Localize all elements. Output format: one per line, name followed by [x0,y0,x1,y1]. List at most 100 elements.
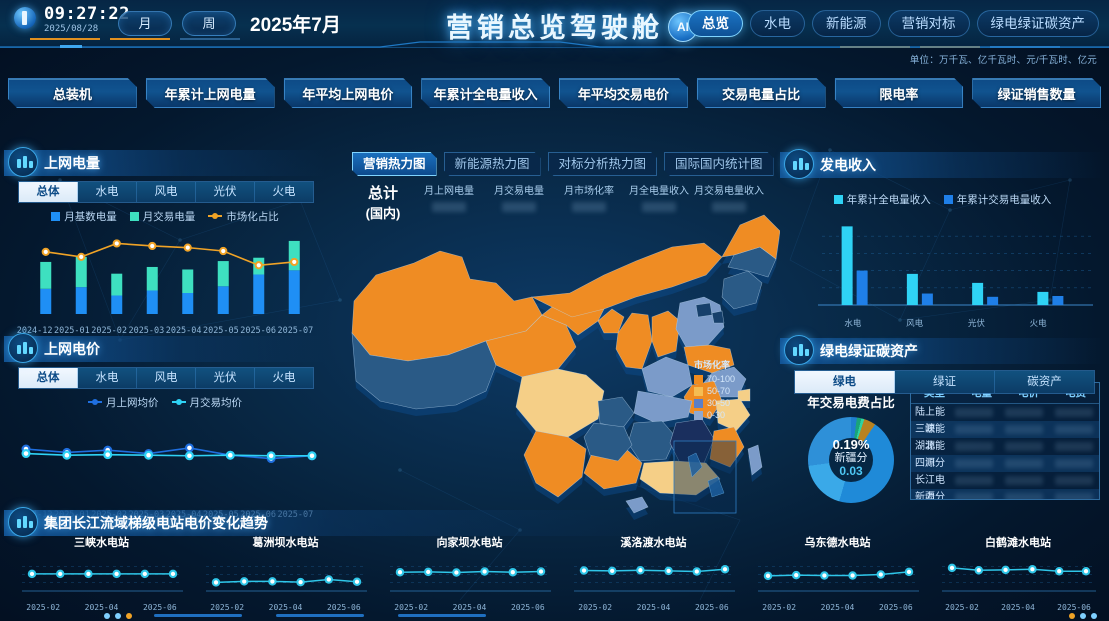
map-region-sichuan[interactable] [515,368,605,438]
tab-thermal[interactable]: 火电 [255,368,313,388]
cell-volume [955,459,993,468]
tab-overall[interactable]: 总体 [19,368,78,388]
map-region-guangdong[interactable] [639,460,721,496]
table-row[interactable]: 四川分 [911,455,1099,472]
axis-tick: 2025-07 [277,326,314,336]
tab-wind[interactable]: 风电 [137,182,196,202]
legend-label: 月基数电量 [64,211,117,223]
station-chart-sanxia: 三峡水电站 2025-02 2025-04 2025-06 [14,534,189,612]
axis-tick: 2025-06 [326,603,361,612]
kpi-avg-trade-price[interactable]: 年平均交易电价 [559,78,688,108]
kpi-avg-grid-price[interactable]: 年平均上网电价 [284,78,413,108]
pager-dot-active[interactable] [126,613,132,619]
map-region-anhui[interactable] [683,380,723,420]
map-region-qinghai[interactable] [485,314,577,378]
map-metric-market-rate: 月市场化率 [554,182,624,228]
table-row[interactable]: 陆上能源 [911,404,1099,435]
map-region-beijing[interactable] [695,302,713,318]
nav-tab-green-assets[interactable]: 绿电绿证碳资产 [976,10,1099,37]
map-region-tibet[interactable] [351,332,497,410]
china-choropleth-map[interactable] [336,205,780,525]
table-row[interactable]: 湖北能源 [911,438,1099,469]
map-tab-marketing-heat[interactable]: 营销热力图 [352,152,437,176]
kpi-label: 总装机 [52,86,92,102]
pager-dot-active[interactable] [1069,613,1075,619]
map-region-shanxi[interactable] [651,310,681,358]
nav-tab-benchmark[interactable]: 营销对标 [887,10,970,37]
kpi-green-cert-sales[interactable]: 绿证销售数量 [972,78,1101,108]
map-summary-row: 总计 (国内) 月上网电量 月交易电量 月市场化率 月全电量收入 月交易电量收入 [352,182,764,228]
cell-type: 湖北能源 [915,441,945,469]
app-header: 09:27:22 2025/08/28 月 周 2025年7月 营销总览驾驶舱 … [0,0,1109,48]
cell-type: 三峡能源 [915,424,945,452]
map-tab-new-energy-heat[interactable]: 新能源热力图 [444,152,541,176]
tab-hydro[interactable]: 水电 [78,182,137,202]
donut-center: 0.19% 新疆分 0.03 [808,437,894,478]
table-row[interactable]: 三峡能源 [911,421,1099,452]
table-row[interactable]: 新疆分 [911,489,1099,499]
kpi-curtailment-rate[interactable]: 限电率 [835,78,964,108]
map-region-shaanxi[interactable] [615,312,653,370]
kpi-trade-share[interactable]: 交易电量占比 [697,78,826,108]
kpi-total-capacity[interactable]: 总装机 [8,78,137,108]
map-legend-row: 0-30 [694,410,735,420]
main-nav: 总览 水电 新能源 营销对标 绿电绿证碳资产 [688,10,1099,37]
pager-dot[interactable] [1091,613,1097,619]
map-region-shanghai[interactable] [737,388,751,402]
tab-hydro[interactable]: 水电 [78,368,137,388]
carousel-pager-left[interactable] [104,613,132,619]
table-row[interactable]: 长江电力 [911,472,1099,499]
map-region-chongqing[interactable] [597,396,635,430]
tab-solar[interactable]: 光伏 [196,368,255,388]
pager-dot[interactable] [115,613,121,619]
axis-tick: 2025-06 [694,603,729,612]
nav-tab-hydro[interactable]: 水电 [750,10,805,37]
map-region-guizhou[interactable] [583,422,633,462]
tab-wind[interactable]: 风电 [137,368,196,388]
map-legend: 市场化率 70-100 50-70 30-50 0-30 [694,358,735,422]
station-chart-xiangjiaba: 向家坝水电站 2025-02 2025-04 2025-06 [382,534,557,612]
tab-green-cert[interactable]: 绿证 [895,371,995,393]
station-axis: 2025-02 2025-04 2025-06 [750,603,925,612]
map-tab-intl-domestic-stats[interactable]: 国际国内统计图 [664,152,774,176]
grid-power-tabs: 总体 水电 风电 光伏 火电 [18,181,314,203]
map-region-hebei[interactable] [675,296,725,348]
clock-date: 2025/08/28 [44,24,99,34]
pager-dot[interactable] [1080,613,1086,619]
map-region-ningxia[interactable] [597,308,625,334]
station-chart-xiluodu: 溪洛渡水电站 2025-02 2025-04 2025-06 [566,534,741,612]
station-sparkline [574,564,735,592]
map-region-taiwan[interactable] [747,444,763,476]
station-sparkline [390,566,551,592]
map-region-yunnan[interactable] [523,430,587,498]
nav-tab-new-energy[interactable]: 新能源 [812,10,881,37]
tab-thermal[interactable]: 火电 [255,182,313,202]
map-region-tianjin[interactable] [711,310,725,324]
legend-label: 年累计交易电量收入 [956,194,1052,206]
green-power-table[interactable]: 类型 电量 电价 电费 陆上能源 三峡能源 湖北能源 四川分 长江电力 新疆分 [910,382,1100,500]
map-region-zhejiang[interactable] [715,398,751,432]
map-region-fujian[interactable] [709,426,745,468]
nav-tab-overview[interactable]: 总览 [688,10,743,37]
kpi-ytd-grid-power[interactable]: 年累计上网电量 [146,78,275,108]
axis-tick: 2025-05 [202,326,239,336]
pager-dot[interactable] [104,613,110,619]
tab-carbon-asset[interactable]: 碳资产 [995,371,1094,393]
map-tab-benchmark-heat[interactable]: 对标分析热力图 [548,152,658,176]
units-note: 单位：万千瓦、亿千瓦时、元/千瓦时、亿元 [909,55,1097,66]
map-metric-trade-power: 月交易电量 [484,182,554,228]
map-region-hainan[interactable] [625,496,649,514]
axis-tick: 2025-02 [26,603,61,612]
carousel-pager-right[interactable] [1069,613,1097,619]
period-week-button[interactable]: 周 [182,11,236,36]
tab-overall[interactable]: 总体 [19,182,78,202]
cell-price [1005,459,1043,468]
period-month-button[interactable]: 月 [118,11,172,36]
tab-green-power[interactable]: 绿电 [795,371,895,393]
axis-tick: 2025-04 [1001,603,1035,612]
tab-solar[interactable]: 光伏 [196,182,255,202]
kpi-ytd-total-revenue[interactable]: 年累计全电量收入 [421,78,550,108]
map-region-heilongjiang[interactable] [721,214,780,260]
donut-ring[interactable]: 0.19% 新疆分 0.03 [808,417,894,503]
station-name: 乌东德水电站 [804,537,871,549]
